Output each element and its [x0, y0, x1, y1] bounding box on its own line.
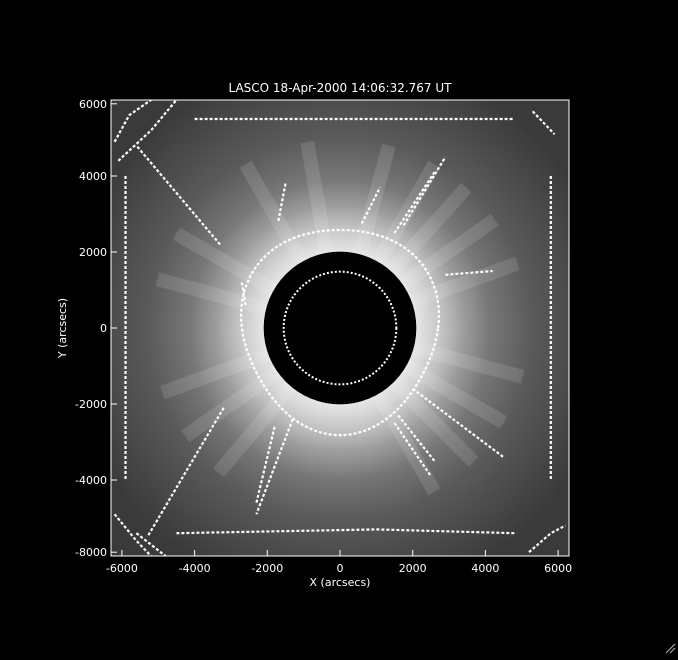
x-tick-label: 6000 — [544, 562, 572, 575]
contour-streamer — [393, 171, 436, 234]
streamer-ray — [300, 140, 334, 255]
x-tick-label: 4000 — [471, 562, 499, 575]
contour-streamer — [135, 144, 221, 246]
y-tick-label: 2000 — [79, 246, 107, 259]
chart-title: LASCO 18-Apr-2000 14:06:32.767 UT — [229, 81, 453, 95]
contour-streamer — [255, 418, 294, 515]
contour-edge — [113, 100, 152, 143]
contour-streamer — [240, 282, 247, 306]
contour-edge — [113, 513, 152, 556]
x-tick-label: 0 — [337, 562, 344, 575]
streamer-ray — [239, 160, 308, 266]
contour-lines — [113, 100, 566, 556]
streamer-ray — [389, 377, 479, 467]
y-tick-label: -4000 — [75, 474, 107, 487]
streamers — [155, 140, 525, 496]
streamer-ray — [159, 347, 271, 400]
streamer-ray — [172, 227, 278, 296]
y-axis-label: Y (arcsecs) — [56, 298, 69, 359]
contour-streamer — [402, 156, 447, 226]
y-tick-label: 0 — [100, 322, 107, 335]
contour-streamer — [445, 269, 493, 276]
y-axis: -8000 -4000 -2000 0 2000 4000 6000 — [75, 98, 117, 559]
resize-grip-icon[interactable] — [664, 642, 676, 654]
contour-streamer — [255, 426, 276, 504]
contour-edge — [117, 100, 178, 162]
contour-streamer — [393, 422, 432, 477]
contour-streamer — [277, 183, 287, 222]
y-tick-label: 4000 — [79, 170, 107, 183]
streamer-ray — [213, 381, 297, 478]
y-tick-label: 6000 — [79, 98, 107, 111]
contour-edge — [176, 528, 515, 535]
contour-streamer — [360, 186, 381, 224]
y-tick-label: -8000 — [75, 546, 107, 559]
x-axis: -6000 -4000 -2000 0 2000 4000 6000 — [106, 550, 572, 575]
streamer-ray — [398, 213, 499, 290]
contour-streamer — [412, 387, 505, 459]
streamer-ray — [385, 182, 472, 276]
occulter-disk — [263, 251, 417, 405]
contour-streamer — [146, 407, 225, 538]
streamer-ray — [155, 272, 269, 316]
streamer-ray — [409, 256, 521, 309]
inner-solar-circle — [282, 270, 398, 386]
streamer-ray — [372, 390, 441, 496]
x-tick-label: -6000 — [106, 562, 138, 575]
streamer-ray — [402, 360, 508, 429]
image-layer — [111, 100, 569, 556]
x-axis-label: X (arcsecs) — [310, 576, 371, 589]
streamer-ray — [372, 160, 441, 266]
contour-edge — [531, 110, 556, 135]
x-tick-label: 2000 — [399, 562, 427, 575]
x-tick-label: -4000 — [179, 562, 211, 575]
x-tick-label: -2000 — [251, 562, 283, 575]
contour-edge — [135, 532, 167, 556]
y-tick-label: -2000 — [75, 398, 107, 411]
